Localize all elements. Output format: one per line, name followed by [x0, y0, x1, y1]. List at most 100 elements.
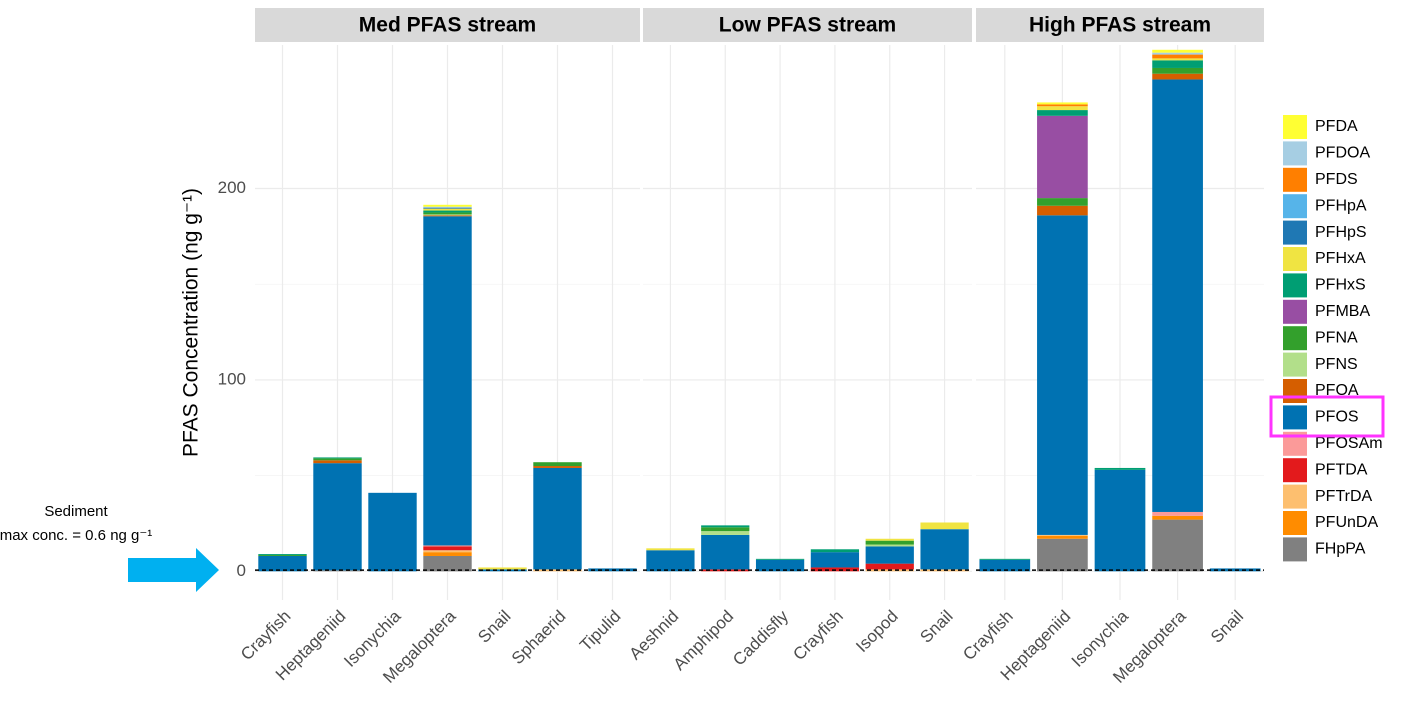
bar-segment — [701, 527, 750, 532]
bar-segment — [865, 538, 914, 541]
bar-segment — [920, 522, 969, 530]
legend-label: PFTrDA — [1315, 488, 1373, 505]
bar-segment — [313, 460, 362, 464]
bar-segment — [533, 467, 582, 570]
bar-segment — [701, 525, 750, 528]
bar-segment — [423, 206, 472, 208]
bar-segment — [423, 216, 472, 546]
strip — [255, 8, 640, 42]
legend-label: PFDA — [1315, 118, 1358, 135]
bar-segment — [423, 204, 472, 207]
bar-segment — [533, 466, 582, 468]
bar-segment — [1152, 52, 1203, 55]
bar-segment — [646, 550, 695, 572]
legend-swatch — [1283, 115, 1307, 139]
strip — [643, 8, 972, 42]
annotation: Sediment — [44, 503, 108, 520]
bar-segment — [1152, 54, 1203, 59]
bar-segment — [646, 548, 695, 551]
bar-segment — [865, 540, 914, 545]
strip-title: Low PFAS stream — [719, 14, 896, 37]
bar-segment — [1037, 104, 1088, 107]
legend-label: PFOS — [1315, 409, 1359, 426]
bar-segment — [1037, 110, 1088, 116]
legend-swatch — [1283, 220, 1307, 245]
bar-segment — [1152, 79, 1203, 512]
legend-label: PFNS — [1315, 356, 1358, 373]
bar-segment — [1037, 198, 1088, 206]
bar-segment — [1037, 535, 1088, 539]
x-tick-label: Snail — [474, 607, 514, 647]
bar-segment — [701, 534, 750, 570]
bar-segment — [423, 212, 472, 215]
bar-segment — [423, 215, 472, 217]
legend-swatch — [1283, 141, 1307, 166]
bar-segment — [1037, 534, 1088, 536]
legend-label: PFHpS — [1315, 224, 1367, 241]
x-tick-label: Crayfish — [789, 607, 847, 665]
bar-segment — [979, 559, 1031, 572]
legend-label: FHpPA — [1315, 541, 1366, 558]
bar-segment — [258, 555, 307, 572]
bar-segment — [1037, 215, 1088, 535]
x-tick-label: Aeshnid — [626, 607, 683, 664]
bar-segment — [423, 550, 472, 553]
bar-segment — [1037, 102, 1088, 105]
bar-segment — [423, 546, 472, 551]
bar-segment — [313, 570, 362, 572]
bar-segment — [701, 531, 750, 535]
bar-segment — [423, 555, 472, 572]
bar-segment — [810, 549, 860, 553]
legend-label: PFMBA — [1315, 303, 1370, 320]
legend-swatch — [1283, 405, 1307, 430]
bar-segment — [1152, 60, 1203, 68]
bar-segment — [313, 457, 362, 459]
bar-segment — [755, 558, 805, 560]
x-tick-label: Isopod — [852, 607, 902, 657]
legend-swatch — [1283, 458, 1307, 483]
legend-swatch — [1283, 511, 1307, 535]
legend-swatch — [1283, 273, 1307, 298]
legend-label: PFTDA — [1315, 461, 1368, 478]
bar-segment — [258, 555, 307, 556]
sediment-arrow — [128, 548, 219, 592]
bar-segment — [368, 492, 417, 572]
annotation: max conc. = 0.6 ng g⁻¹ — [0, 527, 152, 544]
bar-segment — [865, 563, 914, 570]
legend-label: PFNA — [1315, 329, 1358, 346]
bar-segment — [423, 208, 472, 211]
legend-label: PFDOA — [1315, 145, 1370, 162]
legend-swatch — [1283, 167, 1307, 192]
legend-label: PFHxA — [1315, 250, 1366, 267]
bar-segment — [865, 546, 914, 564]
bar-segment — [1037, 205, 1088, 216]
bar-segment — [755, 559, 805, 572]
bar-segment — [423, 552, 472, 556]
bar-segment — [258, 554, 307, 556]
legend-swatch — [1283, 326, 1307, 351]
x-tick-label: Snail — [1207, 607, 1247, 647]
legend-swatch — [1283, 247, 1307, 271]
bar-segment — [1152, 49, 1203, 53]
legend-swatch — [1283, 299, 1307, 324]
legend-highlight — [1269, 395, 1385, 438]
x-tick-label: Amphipod — [670, 607, 738, 675]
x-tick-label: Caddisfly — [729, 606, 792, 669]
bar-segment — [1037, 538, 1088, 572]
strip — [976, 8, 1264, 42]
legend-label: PFUnDA — [1315, 514, 1378, 531]
bar-segment — [1037, 106, 1088, 111]
bar-segment — [423, 207, 472, 209]
y-axis-label: PFAS Concentration (ng g⁻¹) — [180, 188, 203, 457]
bar-segment — [701, 569, 750, 572]
bar-segment — [1152, 58, 1203, 61]
bar-segment — [1152, 511, 1203, 516]
bar-segment — [810, 567, 860, 572]
bar-segment — [423, 545, 472, 547]
legend-label: PFDS — [1315, 171, 1358, 188]
bar-segment — [979, 558, 1031, 560]
bar-segment — [423, 210, 472, 213]
y-tick-label: 0 — [237, 561, 246, 580]
bar-segment — [1094, 467, 1146, 470]
